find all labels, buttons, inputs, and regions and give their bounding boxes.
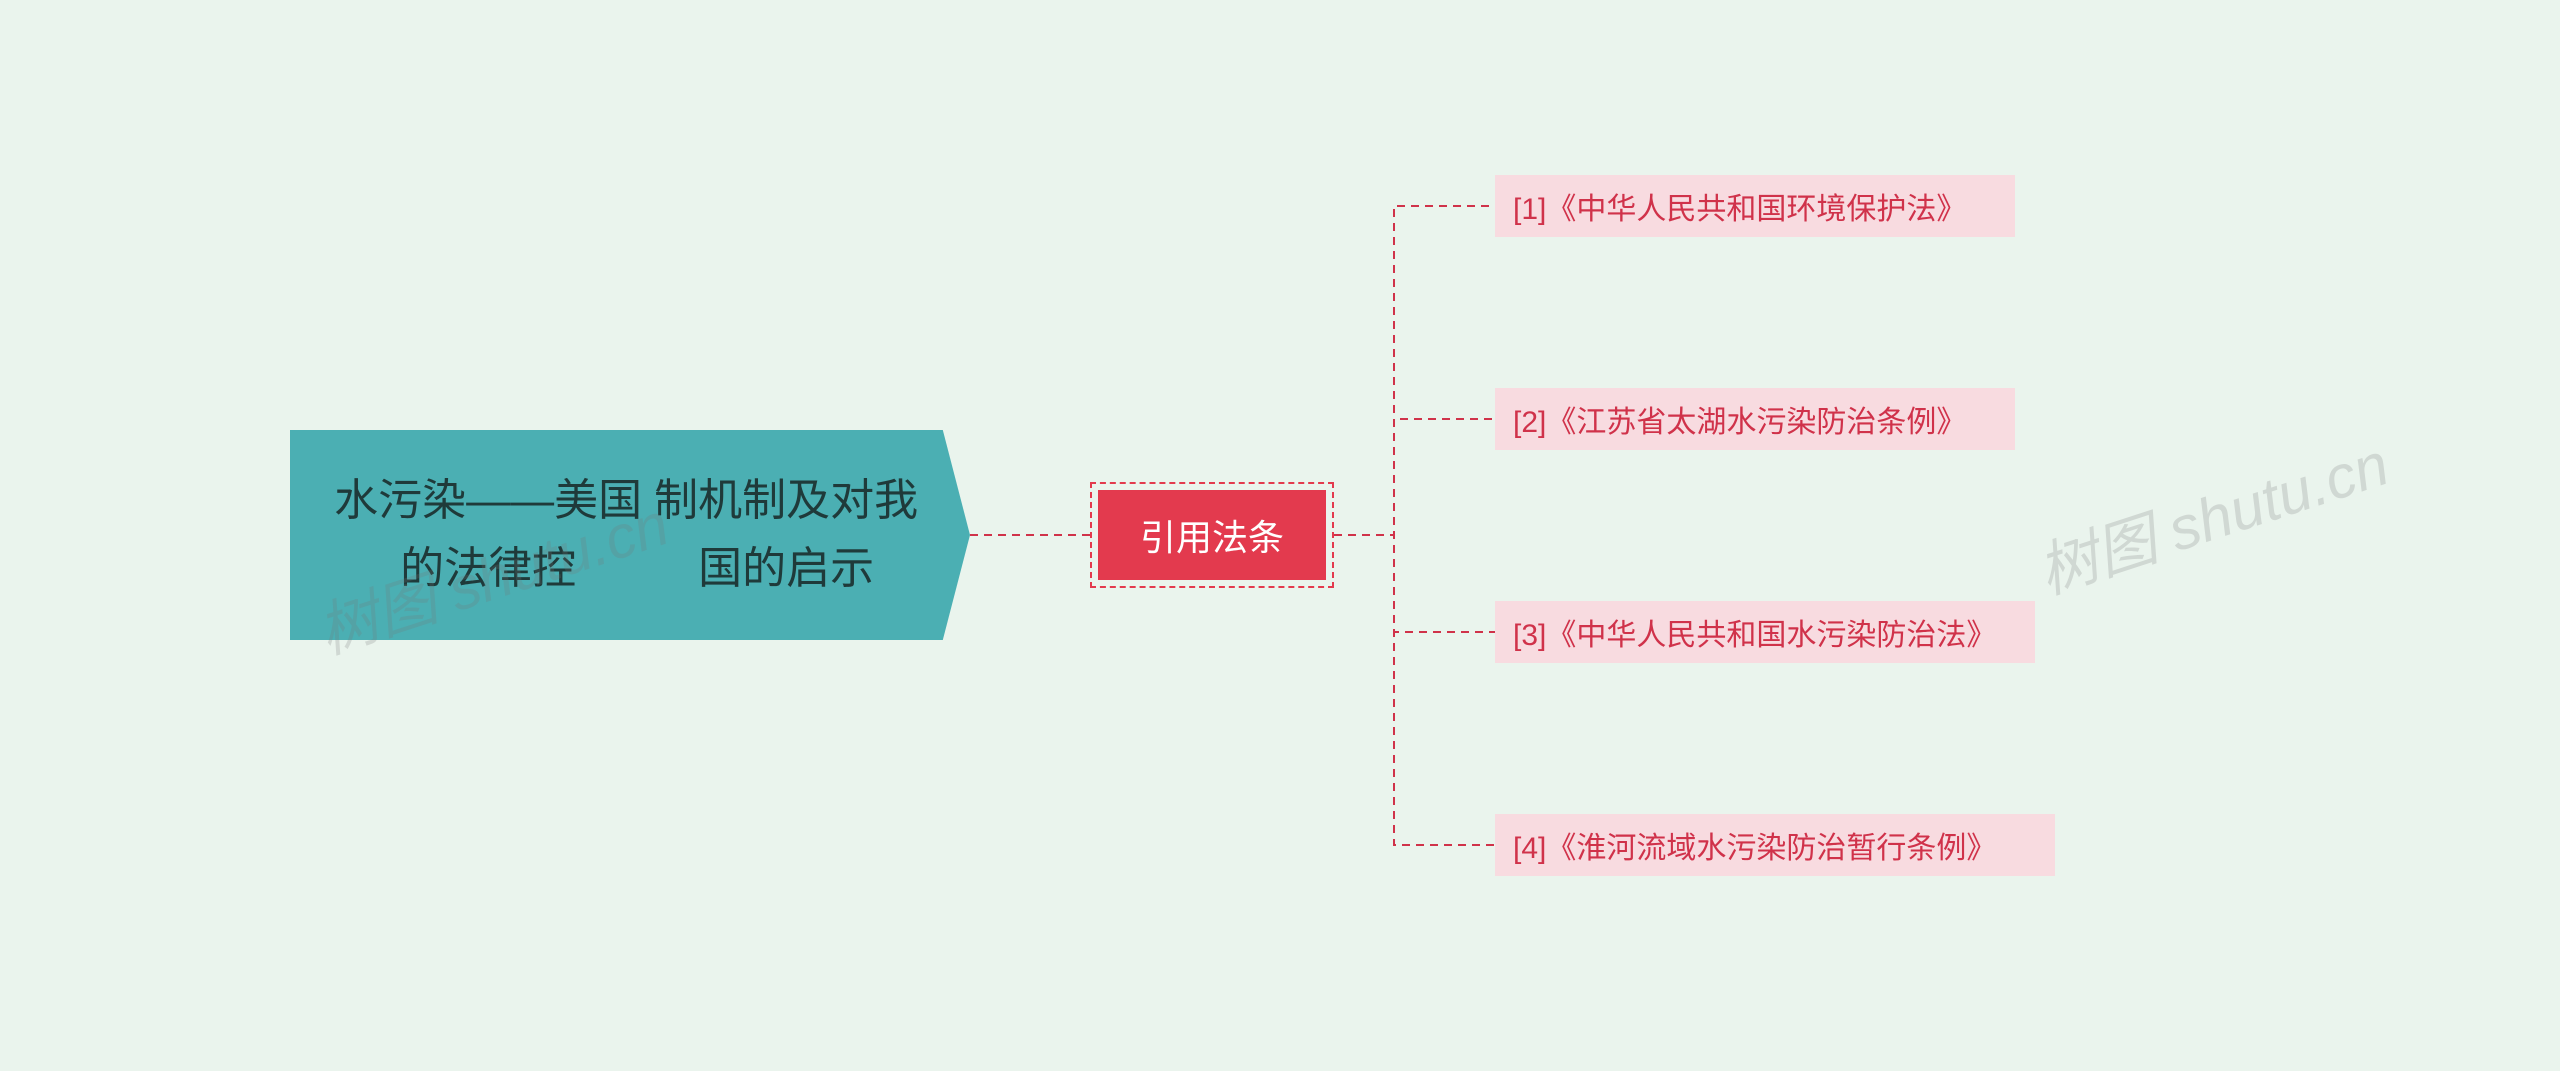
leaf-node-1[interactable]: [1]《中华人民共和国环境保护法》 — [1495, 175, 2015, 237]
watermark: 树图 shutu.cn — [2025, 416, 2398, 611]
leaf-node-2[interactable]: [2]《江苏省太湖水污染防治条例》 — [1495, 388, 2015, 450]
leaf-node-3[interactable]: [3]《中华人民共和国水污染防治法》 — [1495, 601, 2035, 663]
mindmap-canvas: 水污染——美国的法律控制机制及对我国的启示 引用法条 [1]《中华人民共和国环境… — [0, 0, 2560, 1071]
root-node[interactable]: 水污染——美国的法律控制机制及对我国的启示 — [290, 430, 970, 640]
leaf-node-4[interactable]: [4]《淮河流域水污染防治暂行条例》 — [1495, 814, 2055, 876]
mid-node-cited-laws[interactable]: 引用法条 — [1098, 490, 1326, 580]
